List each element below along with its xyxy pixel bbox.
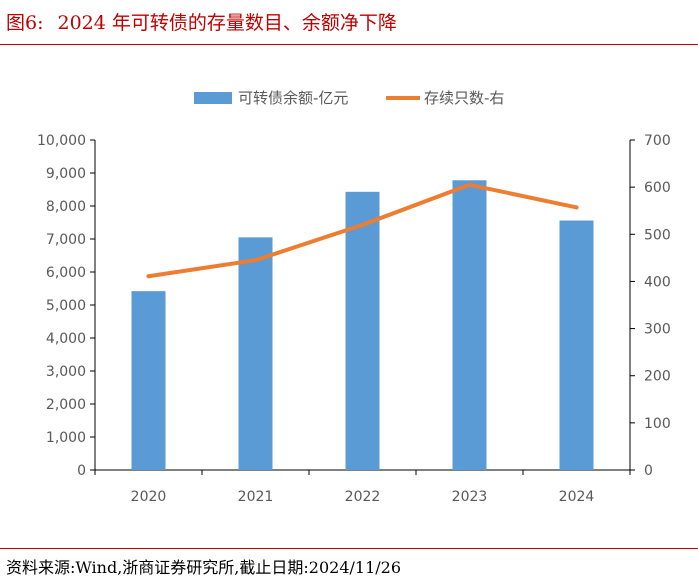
legend-swatch-bar: [194, 92, 232, 104]
bar-2024: [559, 220, 594, 470]
axes: 0 1,000 2,000 3,000 4,000 5,000 6,000 7,000 8,00…: [37, 133, 671, 479]
y-right-tick-label: 200: [644, 369, 671, 385]
title-rule: [0, 44, 698, 45]
y-left-tick-label: 7,000: [46, 232, 86, 248]
bar-series: [131, 180, 594, 470]
x-tick-label: 2024: [559, 489, 595, 505]
legend-label-line: 存续只数-右: [424, 89, 504, 107]
y-right-tick-label: 600: [644, 180, 671, 196]
line-point-2024: [574, 205, 579, 210]
y-left-tick-label: 10,000: [37, 133, 86, 149]
y-right-tick-label: 0: [644, 463, 653, 479]
figure-title-text: 2024 年可转债的存量数目、余额净下降: [57, 12, 397, 34]
bar-2021: [238, 237, 273, 470]
x-tick-label: 2023: [452, 489, 488, 505]
line-point-2021: [253, 258, 258, 263]
legend-label-bar: 可转债余额-亿元: [238, 89, 348, 107]
line-series: [146, 182, 579, 279]
y-left-tick-label: 8,000: [46, 199, 86, 215]
bar-2022: [345, 191, 380, 470]
y-right-tick-label: 500: [644, 227, 671, 243]
source-note: 资料来源:Wind,浙商证券研究所,截止日期:2024/11/26: [6, 558, 402, 577]
y-left-tick-label: 5,000: [46, 298, 86, 314]
line-point-2020: [146, 274, 151, 279]
y-right-tick-label: 300: [644, 322, 671, 338]
y-right-tick-label: 400: [644, 274, 671, 290]
y-left-tick-label: 1,000: [46, 430, 86, 446]
y-left-tick-label: 3,000: [46, 364, 86, 380]
y-left-tick-label: 4,000: [46, 331, 86, 347]
line-point-2022: [360, 222, 365, 227]
line-point-2023: [467, 182, 472, 187]
x-tick-label: 2020: [131, 489, 167, 505]
y-left-tick-label: 0: [77, 463, 86, 479]
figure-number: 图6:: [6, 12, 44, 34]
bar-2023: [452, 180, 487, 470]
y-left-tick-label: 9,000: [46, 166, 86, 182]
x-tick-label: 2022: [345, 489, 381, 505]
bar-2020: [131, 291, 166, 470]
x-axis-labels: 2020 2021 2022 2023 2024: [131, 489, 595, 505]
x-tick-label: 2021: [238, 489, 274, 505]
y-left-tick-label: 6,000: [46, 265, 86, 281]
footer-rule: [0, 548, 698, 549]
chart: 可转债余额-亿元 存续只数-右 0 1,000 2,000 3,000 4,000 5,0…: [37, 89, 671, 505]
figure-title: 图6: 2024 年可转债的存量数目、余额净下降: [6, 8, 397, 35]
y-right-tick-label: 700: [644, 133, 671, 149]
legend: 可转债余额-亿元 存续只数-右: [194, 89, 504, 107]
y-right-tick-label: 100: [644, 416, 671, 432]
y-left-tick-label: 2,000: [46, 397, 86, 413]
